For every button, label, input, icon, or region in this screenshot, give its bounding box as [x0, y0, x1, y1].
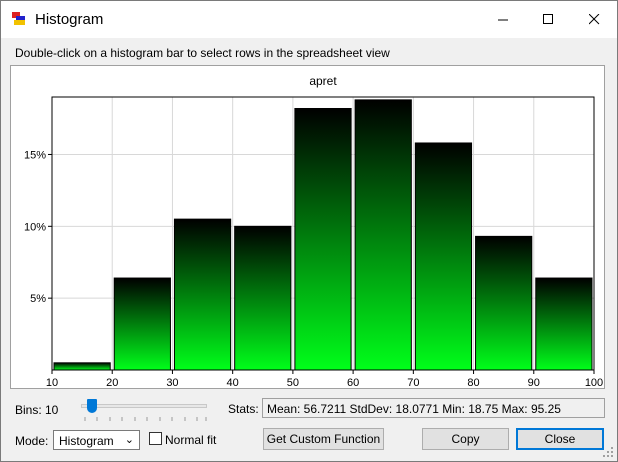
- instruction-text: Double-click on a histogram bar to selec…: [15, 46, 390, 60]
- y-tick-label: 10%: [24, 221, 46, 233]
- get-custom-function-button[interactable]: Get Custom Function: [263, 428, 384, 450]
- window-title: Histogram: [35, 11, 104, 28]
- x-tick-label: 60: [347, 377, 359, 388]
- chevron-down-icon: ⌄: [124, 434, 134, 446]
- x-tick-label: 80: [467, 377, 479, 388]
- bins-slider-track[interactable]: [81, 404, 207, 408]
- stats-value: Mean: 56.7211 StdDev: 18.0771 Min: 18.75…: [267, 402, 561, 416]
- histogram-bar[interactable]: [53, 362, 111, 371]
- bins-label: Bins: 10: [15, 403, 59, 417]
- normal-fit-label[interactable]: Normal fit: [165, 433, 217, 447]
- histogram-chart[interactable]: apret 10 20 30 40 50 60 70 80 90 100 5% 10% 15%: [11, 66, 604, 388]
- x-tick-label: 70: [407, 377, 419, 388]
- histogram-bar[interactable]: [475, 235, 533, 371]
- resize-grip-icon[interactable]: [603, 447, 613, 457]
- chart-title: apret: [309, 74, 337, 88]
- close-icon: [588, 14, 599, 25]
- x-tick-label: 50: [287, 377, 299, 388]
- close-window-button[interactable]: [571, 1, 617, 38]
- histogram-bar[interactable]: [414, 142, 473, 371]
- bins-slider-thumb[interactable]: [87, 399, 97, 413]
- minimize-button[interactable]: [480, 1, 526, 38]
- plot-area-border: [51, 96, 595, 371]
- histogram-bar[interactable]: [354, 99, 412, 371]
- normal-fit-checkbox[interactable]: [149, 432, 162, 445]
- x-tick-label: 30: [166, 377, 178, 388]
- histogram-bar[interactable]: [234, 225, 292, 371]
- stats-display: Mean: 56.7211 StdDev: 18.0771 Min: 18.75…: [262, 398, 605, 418]
- histogram-bar[interactable]: [294, 107, 352, 371]
- histogram-bar[interactable]: [173, 218, 232, 371]
- x-tick-label: 10: [46, 377, 58, 388]
- x-tick-label: 40: [227, 377, 239, 388]
- x-tick-label: 20: [106, 377, 118, 388]
- histogram-bar[interactable]: [113, 277, 171, 371]
- mode-select-value: Histogram: [59, 434, 114, 448]
- title-bar[interactable]: Histogram: [1, 1, 617, 38]
- minimize-icon: [497, 19, 508, 21]
- close-button[interactable]: Close: [516, 428, 604, 450]
- y-tick-label: 5%: [30, 293, 46, 305]
- bins-slider-ticks: [84, 417, 207, 421]
- histogram-app-icon: [12, 12, 25, 25]
- mode-select[interactable]: Histogram ⌄: [53, 430, 140, 450]
- mode-label: Mode:: [15, 434, 49, 448]
- stats-label: Stats:: [228, 402, 259, 416]
- x-tick-label: 100: [585, 377, 603, 388]
- y-tick-label: 15%: [24, 149, 46, 161]
- histogram-bar[interactable]: [535, 277, 593, 371]
- histogram-plot-panel: apret 10 20 30 40 50 60 70 80 90 100 5% 10% 15%: [10, 65, 605, 389]
- x-tick-label: 90: [528, 377, 540, 388]
- copy-button[interactable]: Copy: [422, 428, 509, 450]
- maximize-icon: [542, 14, 553, 24]
- maximize-button[interactable]: [525, 1, 571, 38]
